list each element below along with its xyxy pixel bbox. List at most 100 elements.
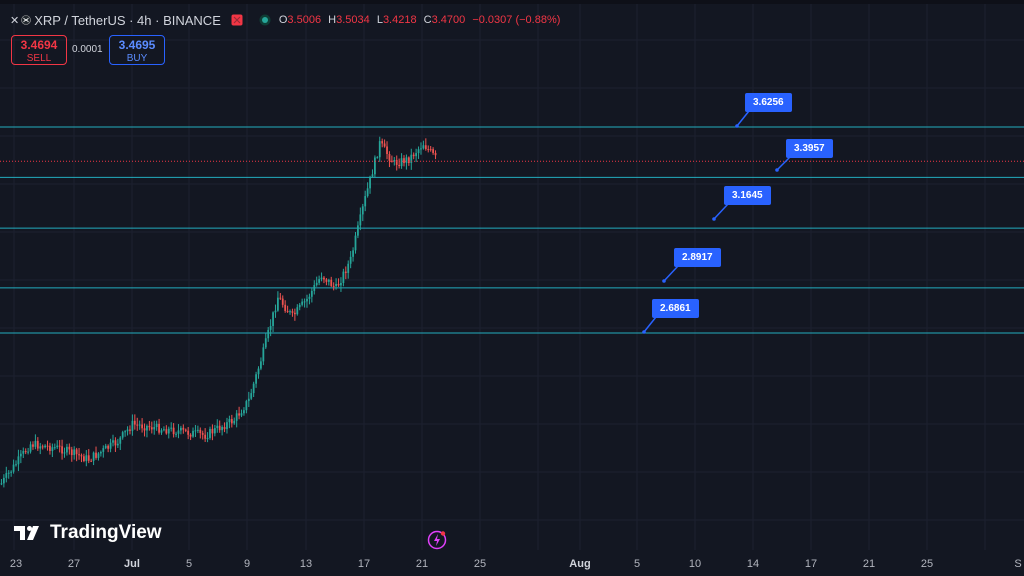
spread-value: 0.0001 <box>72 44 103 55</box>
candle-body <box>403 158 405 164</box>
candle-body <box>323 277 325 280</box>
high-label: H <box>328 14 337 26</box>
candle-body <box>340 282 342 286</box>
x-axis-label: 21 <box>415 558 429 570</box>
candle-body <box>260 361 262 369</box>
x-axis-label: 23 <box>9 558 23 570</box>
candle-body <box>301 301 304 305</box>
candle-body <box>274 310 277 313</box>
candle-body <box>422 145 425 149</box>
candle-body <box>272 312 274 327</box>
candle-body <box>395 159 398 165</box>
x-axis-label: S <box>1014 558 1022 570</box>
callout-pointer-2 <box>776 156 791 171</box>
candle-body <box>136 424 139 426</box>
candle-body <box>277 297 279 311</box>
candle-body <box>36 440 39 449</box>
buy-button[interactable]: 3.4695 BUY <box>109 35 165 65</box>
candle-body <box>349 256 352 264</box>
candle-body <box>73 449 76 456</box>
candle-body <box>245 401 248 411</box>
candle-body <box>148 425 151 428</box>
candle-body <box>66 446 68 453</box>
data-status-dot-icon <box>259 14 271 26</box>
candle-body <box>53 447 56 449</box>
candle-body <box>196 429 199 431</box>
level-callout-2[interactable]: 3.3957 <box>786 139 833 158</box>
candle-body <box>286 310 289 312</box>
open-value: 3.5006 <box>287 14 322 26</box>
candle-body <box>41 446 44 448</box>
x-axis-label: Jul <box>124 558 140 570</box>
candle-body <box>252 383 255 394</box>
candle-body <box>398 164 401 167</box>
candle-body <box>247 398 250 402</box>
candle-body <box>424 145 427 150</box>
candle-body <box>24 451 27 453</box>
candle-body <box>238 413 240 416</box>
market-status-icon[interactable] <box>231 14 243 26</box>
close-value: 3.4700 <box>431 14 466 26</box>
x-axis-label: Aug <box>569 558 591 570</box>
candle-body <box>390 160 393 162</box>
candle-body <box>39 446 42 449</box>
candle-body <box>124 431 127 433</box>
candle-body <box>400 158 403 167</box>
candle-body <box>182 427 185 430</box>
candle-body <box>366 188 369 197</box>
candle-body <box>138 424 141 426</box>
symbol-title[interactable]: XRP / TetherUS · 4h · BINANCE <box>34 12 221 28</box>
candle-body <box>12 464 15 472</box>
close-label: C <box>423 14 432 26</box>
candle-body <box>29 444 32 452</box>
level-callout-5[interactable]: 2.6861 <box>652 299 699 318</box>
candle-body <box>209 428 211 438</box>
candle-body <box>158 423 160 433</box>
candle-body <box>417 149 420 154</box>
candle-body <box>235 413 238 421</box>
candle-body <box>170 427 173 429</box>
x-axis-label: 5 <box>185 558 193 570</box>
candle-body <box>250 393 253 399</box>
candle-body <box>371 174 374 177</box>
candle-body <box>381 141 384 144</box>
candle-body <box>22 451 25 454</box>
candle-body <box>303 301 306 303</box>
candle-body <box>361 206 364 215</box>
candle-body <box>146 425 148 431</box>
candle-body <box>165 429 168 434</box>
lightning-icon[interactable] <box>427 530 447 555</box>
level-callout-1[interactable]: 3.6256 <box>745 93 792 112</box>
candle-body <box>432 149 434 153</box>
candle-body <box>352 250 354 257</box>
level-callout-3[interactable]: 3.1645 <box>724 186 771 205</box>
tradingview-logo[interactable]: TradingView <box>14 522 162 544</box>
sell-button[interactable]: 3.4694 SELL <box>11 35 67 65</box>
candle-body <box>315 282 318 285</box>
candle-body <box>70 449 73 456</box>
candle-body <box>133 420 136 425</box>
candle-body <box>119 437 122 444</box>
candle-body <box>427 149 430 151</box>
callout-anchor-1 <box>735 124 739 128</box>
candle-body <box>99 451 102 454</box>
level-callout-4[interactable]: 2.8917 <box>674 248 721 267</box>
callout-pointer-1 <box>736 110 750 127</box>
candle-body <box>109 442 112 449</box>
x-axis-label: 5 <box>633 558 641 570</box>
candle-body <box>369 176 371 189</box>
candle-body <box>376 157 379 159</box>
candle-body <box>332 285 335 287</box>
candle-body <box>163 429 165 431</box>
collapse-x-icon[interactable]: ✕ <box>10 14 20 27</box>
callout-anchor-4 <box>662 279 666 283</box>
candle-body <box>150 427 153 430</box>
x-axis-label: 10 <box>688 558 702 570</box>
candle-body <box>155 423 158 428</box>
candle-body <box>189 434 192 437</box>
candle-body <box>226 422 228 430</box>
candle-body <box>153 427 156 430</box>
candle-body <box>344 271 347 273</box>
candle-body <box>5 473 8 478</box>
